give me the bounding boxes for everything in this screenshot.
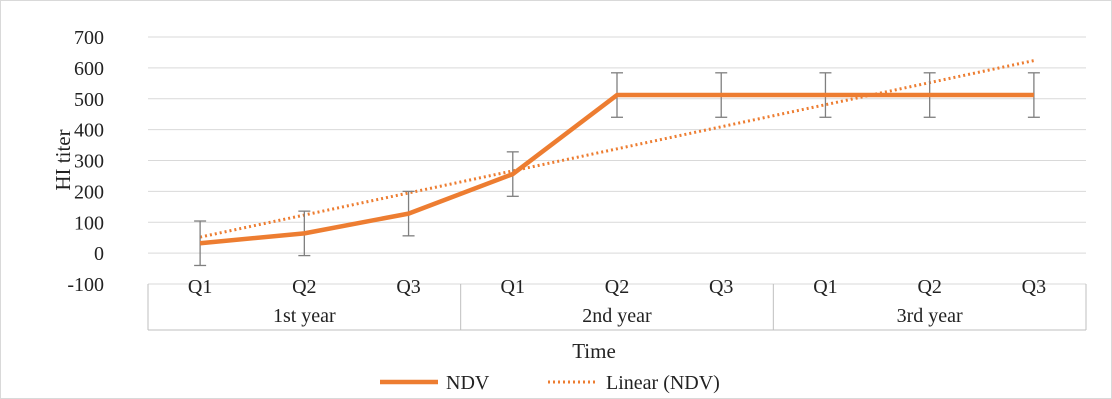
y-tick-label: -100 bbox=[67, 274, 104, 296]
x-tick-label: Q3 bbox=[709, 276, 733, 298]
x-axis: Q1 Q2 Q3 Q1 Q2 Q3 Q1 Q2 Q3 1st year 2nd year 3rd ye… bbox=[147, 276, 1087, 331]
x-tick-label: Q1 bbox=[188, 276, 212, 298]
x-tick-label: Q1 bbox=[813, 276, 837, 298]
x-tick-label: Q2 bbox=[917, 276, 941, 298]
legend-label-linear: Linear (NDV) bbox=[606, 372, 720, 394]
y-tick-label: 300 bbox=[74, 151, 104, 173]
y-axis-title: HI titer bbox=[51, 129, 75, 190]
x-axis-title: Time bbox=[572, 339, 616, 363]
y-tick-labels: -100 0 100 200 300 400 500 600 700 bbox=[67, 27, 104, 296]
y-tick-label: 400 bbox=[74, 120, 104, 142]
y-tick-label: 600 bbox=[74, 58, 104, 80]
x-tick-label: Q1 bbox=[501, 276, 525, 298]
x-tick-label: Q3 bbox=[1022, 276, 1046, 298]
x-group-label: 1st year bbox=[273, 305, 336, 327]
y-tick-label: 700 bbox=[74, 27, 104, 49]
y-tick-label: 200 bbox=[74, 181, 104, 203]
trendline bbox=[199, 59, 1035, 239]
error-bars bbox=[194, 72, 1040, 267]
series bbox=[199, 92, 1034, 246]
y-tick-label: 100 bbox=[74, 212, 104, 234]
x-group-label: 3rd year bbox=[897, 305, 963, 327]
x-tick-label: Q2 bbox=[605, 276, 629, 298]
x-tick-label: Q3 bbox=[396, 276, 420, 298]
legend-label-ndv: NDV bbox=[446, 372, 490, 394]
series-line-ndv bbox=[199, 92, 1034, 246]
y-tick-label: 500 bbox=[74, 89, 104, 111]
y-tick-label: 0 bbox=[94, 243, 104, 265]
trendline-linear-ndv bbox=[199, 59, 1035, 239]
x-tick-label: Q2 bbox=[292, 276, 316, 298]
legend: NDV Linear (NDV) bbox=[380, 372, 720, 394]
x-group-label: 2nd year bbox=[582, 305, 652, 327]
